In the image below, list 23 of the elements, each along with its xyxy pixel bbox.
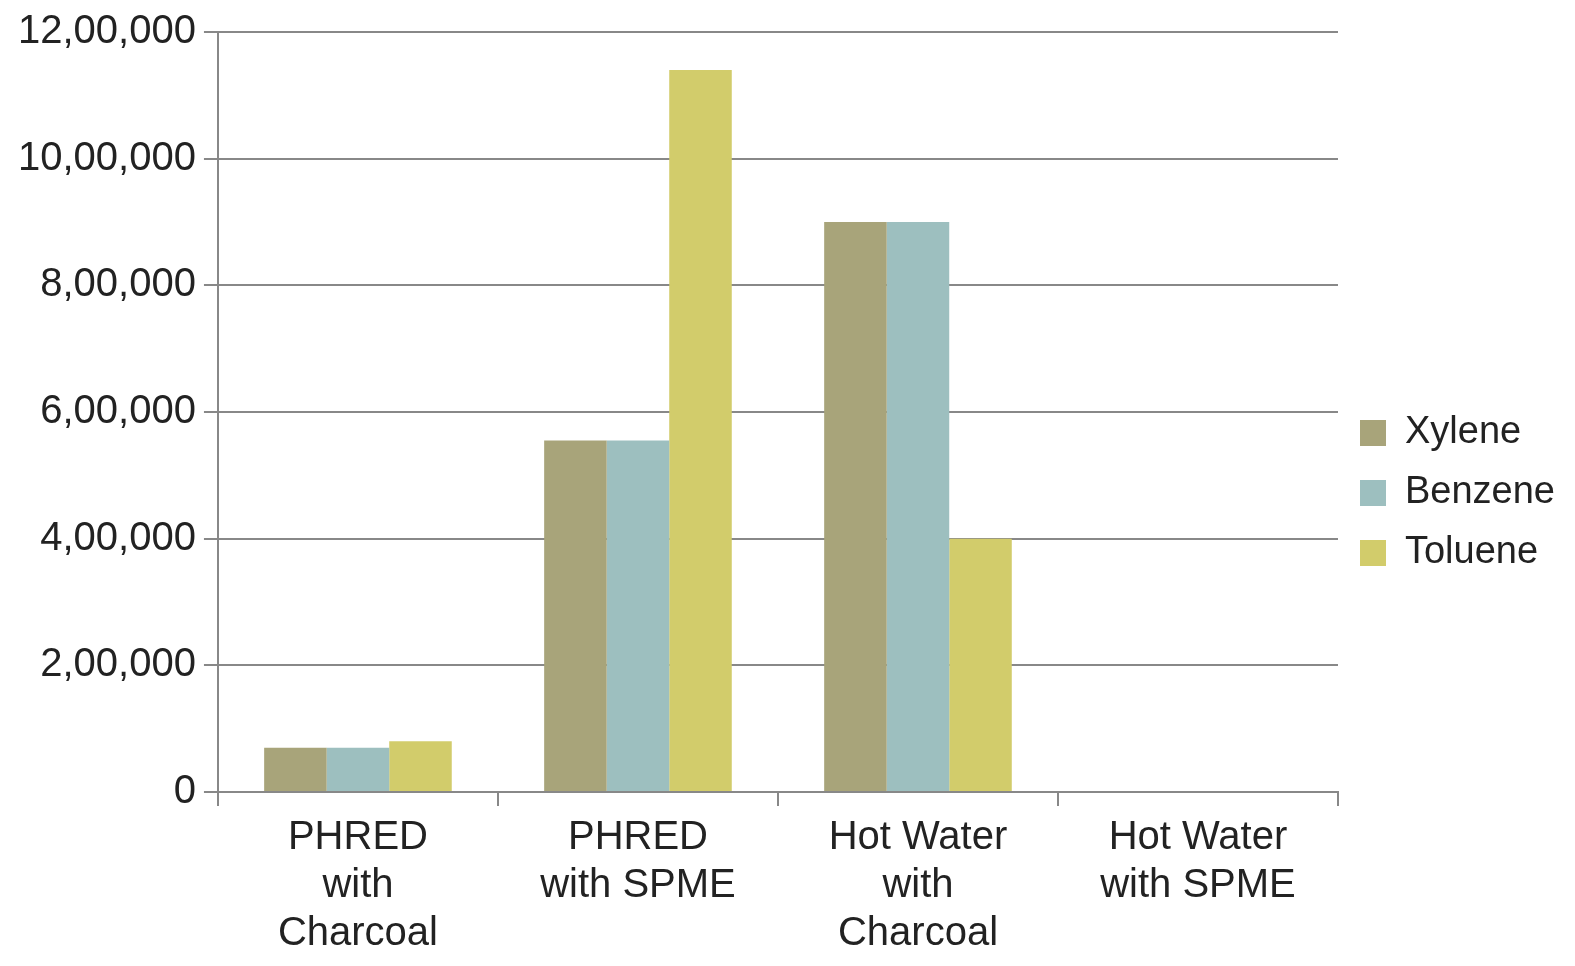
y-tick-label: 10,00,000 (18, 133, 196, 178)
x-tick-label: Hot Water with Charcoal (828, 813, 1008, 954)
bar (264, 747, 327, 791)
y-tick-label: 2,00,000 (40, 640, 196, 685)
bar (326, 747, 390, 791)
y-tick-label: 4,00,000 (40, 513, 196, 558)
bar (886, 222, 950, 791)
bar (606, 440, 670, 791)
y-tick-label: 12,00,000 (18, 7, 196, 52)
y-tick-label: 8,00,000 (40, 260, 196, 305)
bar (824, 222, 887, 791)
y-tick-label: 6,00,000 (40, 387, 196, 432)
legend-label: Benzene (1404, 469, 1555, 512)
bar (544, 440, 607, 791)
x-tick-label: PHRED with SPME (539, 813, 736, 906)
legend-label: Toluene (1404, 529, 1539, 572)
bar (669, 70, 732, 791)
y-tick-label: 0 (173, 767, 196, 812)
bar (389, 741, 452, 791)
x-tick-label: PHRED with Charcoal (277, 813, 438, 954)
legend-label: Xylene (1404, 409, 1522, 452)
x-tick-label: Hot Water with SPME (1099, 813, 1296, 906)
bar (949, 538, 1012, 791)
